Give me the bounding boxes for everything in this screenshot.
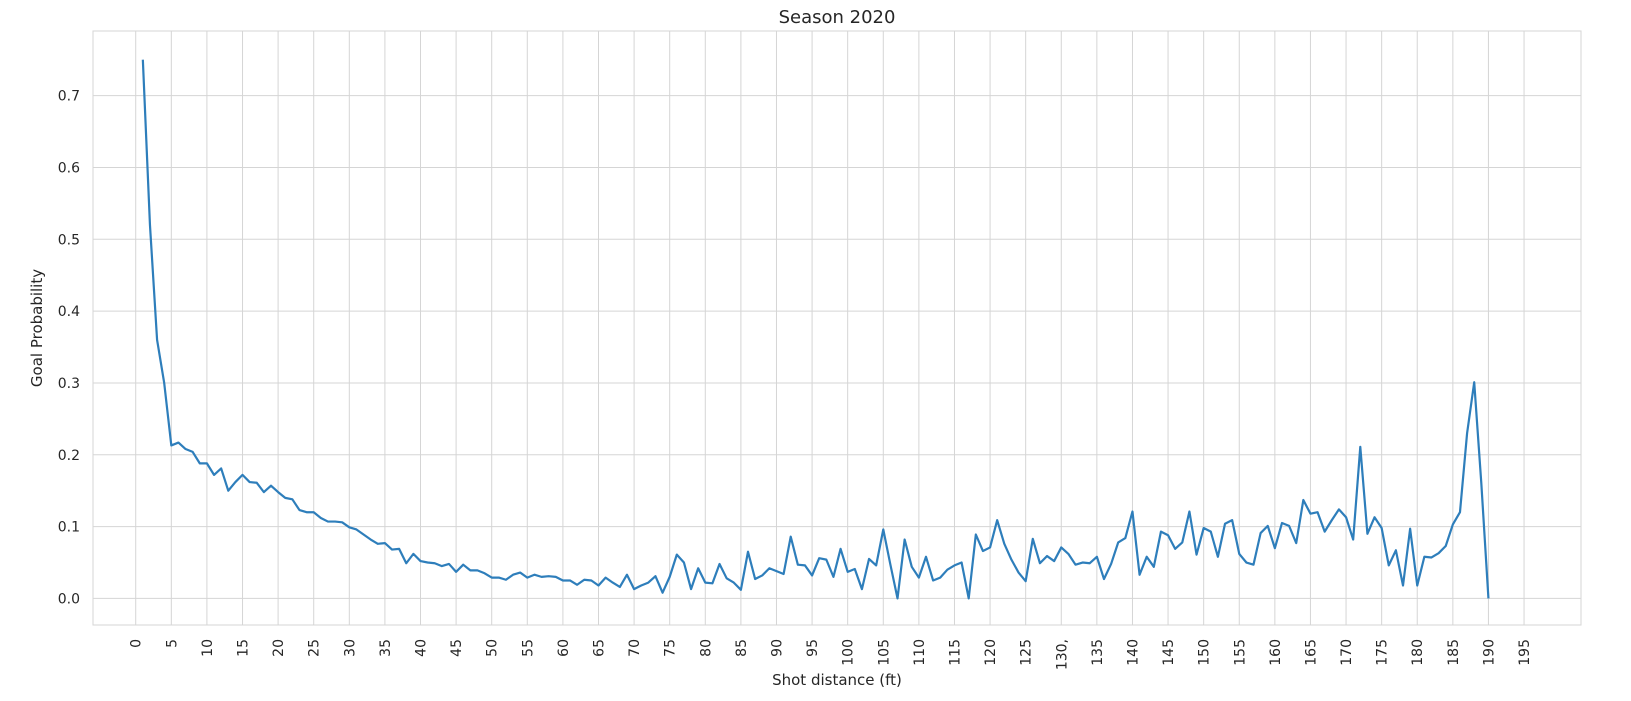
x-tick-label: 25 <box>307 639 323 657</box>
x-tick-label: 0 <box>129 639 145 648</box>
y-tick-label: 0.6 <box>58 160 80 176</box>
series-line <box>141 59 1490 600</box>
x-tick-label: 170 <box>1339 639 1355 666</box>
y-gridlines <box>93 95 1581 599</box>
x-tick-label: 195 <box>1517 639 1533 666</box>
x-tick-label: 85 <box>734 639 750 657</box>
x-tick-label: 80 <box>698 639 714 657</box>
x-tick-label: 65 <box>591 639 607 657</box>
x-tick-label: 185 <box>1446 639 1462 666</box>
x-axis-title: Shot distance (ft) <box>772 671 902 689</box>
x-tick-label: 35 <box>378 639 394 657</box>
y-tick-label: 0.0 <box>58 591 80 607</box>
y-tick-labels: 0.0 0.1 0.2 0.3 0.4 0.5 0.6 0.7 <box>58 89 80 608</box>
x-tick-label: 90 <box>769 639 785 657</box>
y-tick-label: 0.5 <box>58 232 80 248</box>
y-tick-label: 0.7 <box>58 89 80 105</box>
x-tick-label: 190 <box>1481 639 1497 666</box>
x-tick-label: 135 <box>1090 639 1106 666</box>
x-tick-label: 70 <box>627 639 643 657</box>
x-tick-label: 20 <box>271 639 287 657</box>
x-tick-label: 100 <box>841 639 857 666</box>
x-tick-labels: 0 5 10 15 20 25 30 35 40 45 50 55 60 65 70 75 80 85 90 95 10… <box>129 639 1533 670</box>
x-tick-label: 150 <box>1197 639 1213 666</box>
plot-frame <box>92 30 1582 626</box>
x-tick-label: 105 <box>876 639 892 666</box>
x-tick-label: 15 <box>236 639 252 657</box>
y-tick-label: 0.4 <box>58 304 80 320</box>
x-tick-label: 145 <box>1161 639 1177 666</box>
x-tick-label: 50 <box>485 639 501 657</box>
y-tick-label: 0.3 <box>58 376 80 392</box>
x-tick-label: 30 <box>342 639 358 657</box>
y-tick-label: 0.2 <box>58 448 80 464</box>
chart-title: Season 2020 <box>779 7 896 28</box>
x-tick-label: 45 <box>449 639 465 657</box>
x-tick-label: 60 <box>556 639 572 657</box>
y-axis-title: Goal Probability <box>28 269 46 387</box>
y-tick-label: 0.1 <box>58 520 80 536</box>
x-tick-label: 130, <box>1054 639 1070 670</box>
x-tick-label: 160 <box>1268 639 1284 666</box>
x-tick-label: 175 <box>1375 639 1391 666</box>
x-tick-label: 115 <box>947 639 963 666</box>
x-tick-label: 95 <box>805 639 821 657</box>
x-tick-label: 155 <box>1232 639 1248 666</box>
x-tick-label: 5 <box>164 639 180 648</box>
x-tick-label: 120 <box>983 639 999 666</box>
x-tick-label: 180 <box>1410 639 1426 666</box>
x-tick-label: 110 <box>912 639 928 666</box>
x-tick-label: 40 <box>414 639 430 657</box>
x-tick-label: 165 <box>1303 639 1319 666</box>
x-tick-label: 75 <box>663 639 679 657</box>
x-tick-label: 10 <box>200 639 216 657</box>
x-tick-label: 55 <box>520 639 536 657</box>
x-tick-label: 140 <box>1125 639 1141 666</box>
x-tick-label: 125 <box>1019 639 1035 666</box>
